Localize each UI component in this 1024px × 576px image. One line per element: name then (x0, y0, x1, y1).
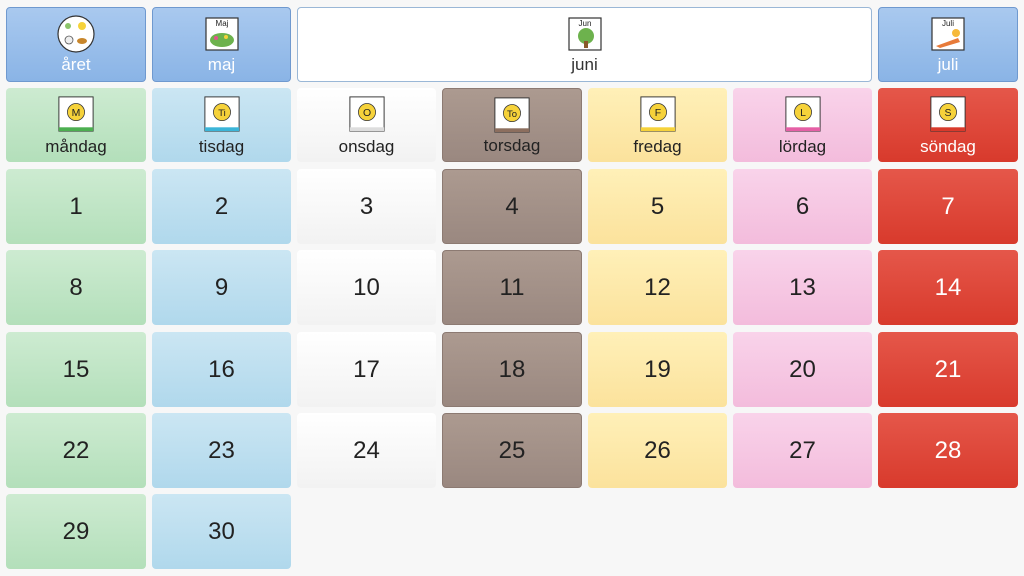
weekday-label-thursday: torsdag (483, 136, 541, 155)
weekday-header-monday: M måndag (6, 88, 146, 162)
svg-text:L: L (800, 108, 806, 119)
friday-sun-icon: F (639, 96, 676, 132)
day-cell[interactable]: 30 (152, 494, 291, 569)
weekday-label-monday: måndag (45, 137, 107, 156)
day-cell[interactable]: 5 (588, 169, 727, 244)
current-month-label: juni (571, 55, 598, 74)
day-cell[interactable]: 18 (442, 332, 582, 407)
day-cell[interactable]: 8 (6, 250, 146, 325)
prev-month-button[interactable]: Maj maj (152, 7, 291, 82)
prev-month-label: maj (207, 55, 236, 74)
day-cell[interactable]: 21 (878, 332, 1018, 407)
day-cell[interactable]: 22 (6, 413, 146, 488)
weekday-header-wednesday: O onsdag (297, 88, 436, 162)
current-month-header: Jun juni (297, 7, 872, 82)
tuesday-sun-icon: Ti (203, 96, 240, 132)
svg-text:Juli: Juli (942, 19, 954, 28)
svg-text:Maj: Maj (215, 19, 228, 28)
day-cell[interactable]: 3 (297, 169, 436, 244)
day-cell[interactable]: 20 (733, 332, 872, 407)
july-calendar-icon: Juli (931, 17, 965, 51)
svg-text:S: S (945, 108, 952, 119)
day-cell[interactable]: 27 (733, 413, 872, 488)
year-seasons-icon (57, 15, 95, 53)
year-button[interactable]: året (6, 7, 146, 82)
svg-text:To: To (507, 109, 517, 120)
weekday-label-tuesday: tisdag (198, 137, 245, 156)
day-cell[interactable]: 25 (442, 413, 582, 488)
weekday-label-wednesday: onsdag (338, 137, 395, 156)
day-cell[interactable]: 14 (878, 250, 1018, 325)
svg-text:O: O (362, 108, 370, 119)
day-cell[interactable]: 26 (588, 413, 727, 488)
saturday-sun-icon: L (784, 96, 821, 132)
day-cell[interactable]: 10 (297, 250, 436, 325)
june-calendar-icon: Jun (567, 17, 602, 51)
monday-sun-icon: M (58, 96, 94, 132)
day-cell[interactable]: 29 (6, 494, 146, 569)
weekday-label-sunday: söndag (920, 137, 976, 156)
day-cell[interactable]: 12 (588, 250, 727, 325)
day-cell[interactable]: 23 (152, 413, 291, 488)
day-cell[interactable]: 28 (878, 413, 1018, 488)
weekday-label-friday: fredag (633, 137, 682, 156)
weekday-header-tuesday: Ti tisdag (152, 88, 291, 162)
sunday-sun-icon: S (930, 96, 966, 132)
day-cell[interactable]: 24 (297, 413, 436, 488)
day-cell[interactable]: 2 (152, 169, 291, 244)
day-cell[interactable]: 11 (442, 250, 582, 325)
wednesday-sun-icon: O (348, 96, 385, 132)
weekday-label-saturday: lördag (778, 137, 827, 156)
day-cell[interactable]: 6 (733, 169, 872, 244)
day-cell[interactable]: 19 (588, 332, 727, 407)
weekday-header-sunday: S söndag (878, 88, 1018, 162)
weekday-header-friday: F fredag (588, 88, 727, 162)
svg-text:Jun: Jun (578, 19, 591, 28)
svg-text:M: M (72, 108, 81, 119)
may-calendar-icon: Maj (204, 17, 239, 51)
weekday-header-saturday: L lördag (733, 88, 872, 162)
day-cell[interactable]: 4 (442, 169, 582, 244)
day-cell[interactable]: 13 (733, 250, 872, 325)
weekday-header-thursday: To torsdag (442, 88, 582, 162)
day-cell[interactable]: 7 (878, 169, 1018, 244)
thursday-sun-icon: To (494, 97, 530, 133)
day-cell[interactable]: 9 (152, 250, 291, 325)
svg-text:F: F (654, 108, 660, 119)
next-month-label: juli (937, 55, 959, 74)
svg-text:Ti: Ti (218, 108, 226, 119)
day-cell[interactable]: 16 (152, 332, 291, 407)
next-month-button[interactable]: Juli juli (878, 7, 1018, 82)
day-cell[interactable]: 1 (6, 169, 146, 244)
year-label: året (61, 55, 91, 74)
day-cell[interactable]: 15 (6, 332, 146, 407)
day-cell[interactable]: 17 (297, 332, 436, 407)
